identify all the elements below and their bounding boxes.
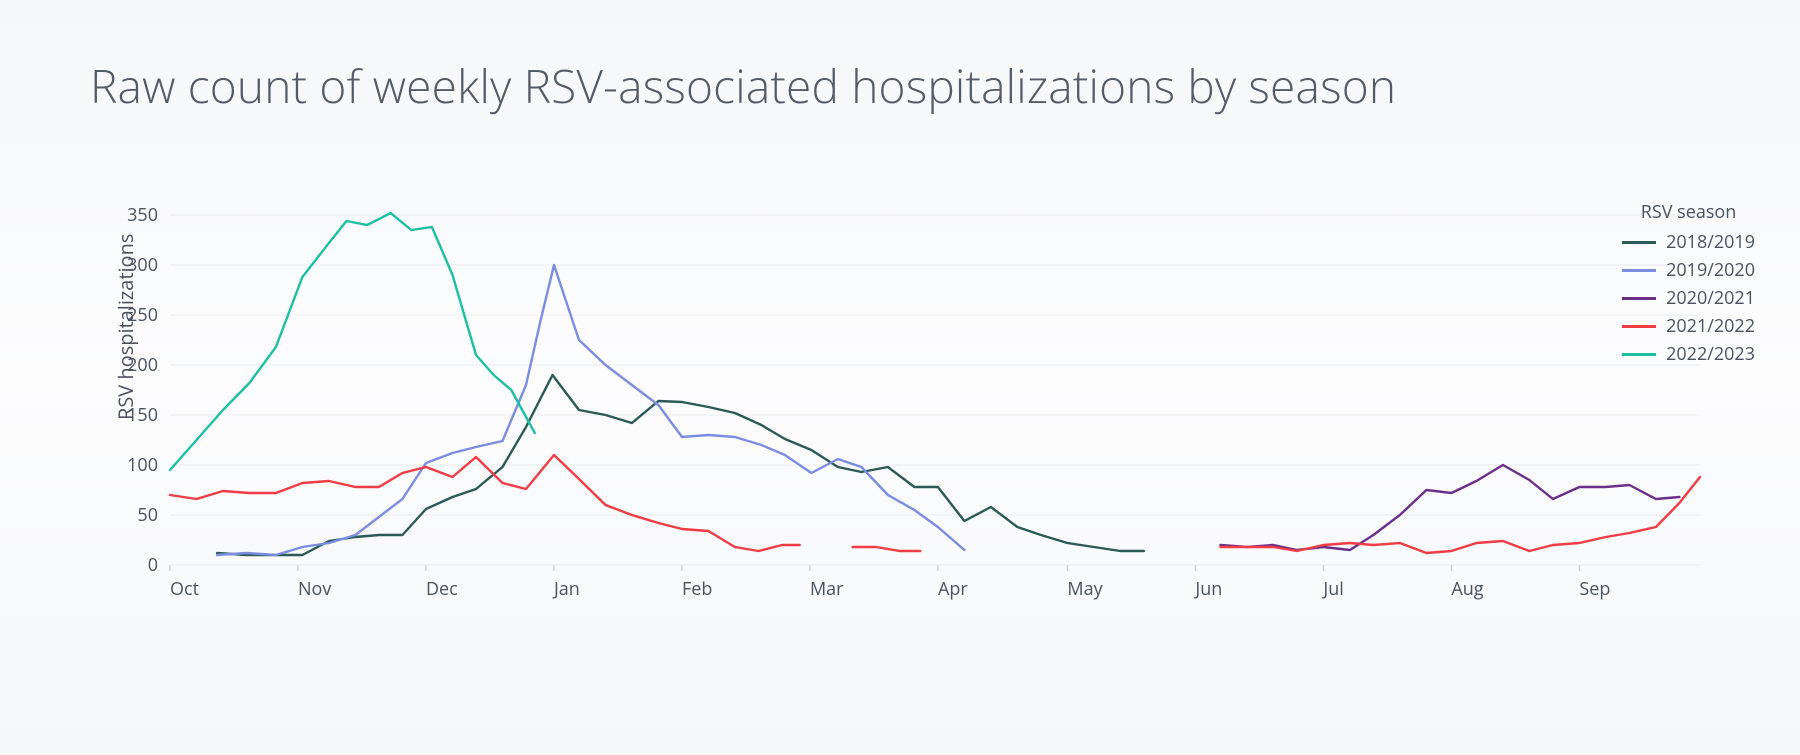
x-tick-label: Feb (682, 577, 712, 601)
legend-label: 2018/2019 (1666, 230, 1755, 254)
legend-item[interactable]: 2022/2023 (1622, 342, 1755, 366)
x-tick-label: Nov (298, 577, 331, 601)
y-axis-label: RSV hospitalizations (112, 234, 139, 420)
legend-swatch (1622, 269, 1656, 272)
legend-item[interactable]: 2019/2020 (1622, 258, 1755, 282)
x-tick-label: Jul (1321, 577, 1343, 601)
legend: RSV season 2018/2019 2019/2020 2020/2021 20… (1622, 200, 1755, 370)
legend-swatch (1622, 241, 1656, 244)
x-tick-label: May (1067, 577, 1103, 601)
series-line (170, 455, 800, 551)
x-tick-label: Oct (170, 577, 199, 601)
chart-area: RSV hospitalizations 0501001502002503003… (80, 195, 1720, 635)
y-tick-label: 50 (137, 503, 158, 527)
line-chart-svg: 050100150200250300350OctNovDecJanFebMarA… (80, 195, 1720, 635)
legend-item[interactable]: 2021/2022 (1622, 314, 1755, 338)
x-tick-label: Mar (810, 577, 844, 601)
legend-label: 2020/2021 (1666, 286, 1755, 310)
series-line (170, 213, 535, 470)
x-tick-label: Jun (1193, 577, 1222, 601)
series-line (853, 547, 921, 551)
series-line (217, 265, 964, 555)
legend-swatch (1622, 353, 1656, 356)
legend-swatch (1622, 297, 1656, 300)
y-tick-label: 100 (127, 453, 158, 477)
legend-label: 2019/2020 (1666, 258, 1755, 282)
x-tick-label: Jan (552, 577, 580, 601)
y-tick-label: 350 (127, 203, 158, 227)
legend-label: 2021/2022 (1666, 314, 1755, 338)
legend-item[interactable]: 2020/2021 (1622, 286, 1755, 310)
chart-title: Raw count of weekly RSV-associated hospi… (90, 55, 1396, 117)
legend-title: RSV season (1622, 200, 1755, 224)
x-tick-label: Dec (426, 577, 458, 601)
x-tick-label: Aug (1451, 577, 1483, 601)
legend-item[interactable]: 2018/2019 (1622, 230, 1755, 254)
x-tick-label: Apr (938, 577, 968, 601)
legend-label: 2022/2023 (1666, 342, 1755, 366)
legend-swatch (1622, 325, 1656, 328)
y-tick-label: 0 (148, 553, 158, 577)
x-tick-label: Sep (1579, 577, 1610, 601)
